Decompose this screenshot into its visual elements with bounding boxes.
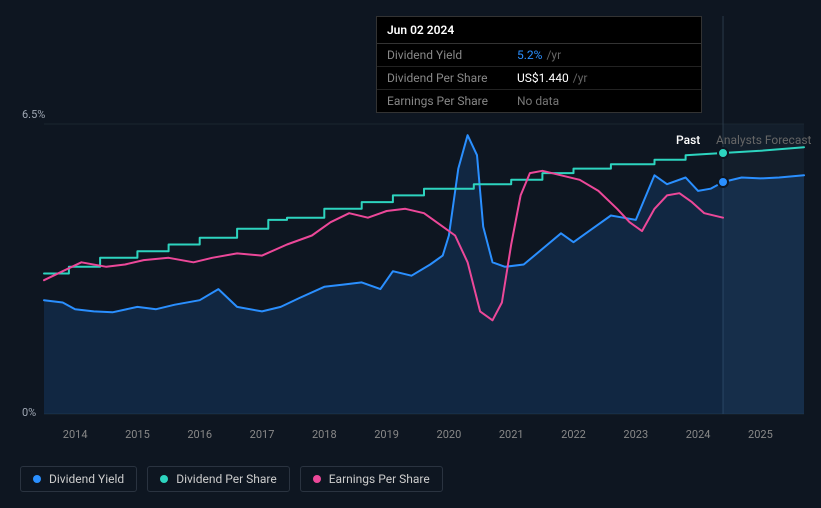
- tooltip-row: Earnings Per ShareNo data: [377, 90, 701, 112]
- x-axis-year: 2025: [748, 428, 773, 441]
- y-axis-label-max: 6.5%: [22, 108, 45, 121]
- tab-forecast[interactable]: Analysts Forecast: [716, 133, 811, 147]
- legend-label: Earnings Per Share: [329, 472, 430, 486]
- y-axis-label-min: 0%: [22, 406, 36, 419]
- x-axis-year: 2017: [250, 428, 275, 441]
- legend-dot-icon: [160, 475, 168, 483]
- tooltip-row-label: Earnings Per Share: [387, 94, 517, 108]
- tooltip-row-value: No data: [517, 94, 559, 108]
- chart-tooltip: Jun 02 2024 Dividend Yield5.2%/yrDividen…: [376, 16, 702, 113]
- legend-label: Dividend Per Share: [176, 472, 277, 486]
- tooltip-row-label: Dividend Yield: [387, 48, 517, 62]
- tooltip-row: Dividend Per ShareUS$1.440/yr: [377, 67, 701, 90]
- x-axis-year: 2022: [561, 428, 586, 441]
- legend-label: Dividend Yield: [49, 472, 124, 486]
- legend-item[interactable]: Earnings Per Share: [300, 466, 443, 492]
- tooltip-row: Dividend Yield5.2%/yr: [377, 44, 701, 67]
- tab-past[interactable]: Past: [676, 133, 700, 147]
- tooltip-row-unit: /yr: [573, 71, 588, 85]
- x-axis-year: 2019: [374, 428, 399, 441]
- x-axis-year: 2016: [187, 428, 212, 441]
- legend-item[interactable]: Dividend Yield: [20, 466, 137, 492]
- x-axis-year: 2021: [499, 428, 524, 441]
- chart-legend: Dividend Yield Dividend Per Share Earnings…: [20, 466, 443, 492]
- x-axis-year: 2020: [437, 428, 462, 441]
- x-axis-year: 2024: [686, 428, 711, 441]
- legend-dot-icon: [33, 475, 41, 483]
- tooltip-date: Jun 02 2024: [377, 17, 701, 44]
- x-axis-year: 2015: [125, 428, 150, 441]
- tooltip-row-unit: /yr: [546, 48, 561, 62]
- legend-item[interactable]: Dividend Per Share: [147, 466, 290, 492]
- tooltip-row-label: Dividend Per Share: [387, 71, 517, 85]
- tooltip-row-value: US$1.440/yr: [517, 71, 588, 85]
- tooltip-row-value: 5.2%/yr: [517, 48, 561, 62]
- x-axis-year: 2023: [623, 428, 648, 441]
- legend-dot-icon: [313, 475, 321, 483]
- tooltip-body: Dividend Yield5.2%/yrDividend Per ShareU…: [377, 44, 701, 112]
- x-axis-year: 2018: [312, 428, 337, 441]
- x-axis-year: 2014: [63, 428, 88, 441]
